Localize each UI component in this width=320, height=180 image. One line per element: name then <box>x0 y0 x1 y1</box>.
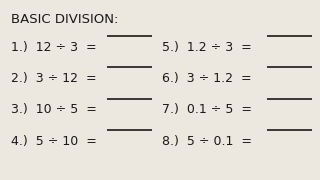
Text: 5.)  1.2 ÷ 3  =: 5.) 1.2 ÷ 3 = <box>162 40 251 53</box>
Text: 8.)  5 ÷ 0.1  =: 8.) 5 ÷ 0.1 = <box>162 135 252 148</box>
Text: 4.)  5 ÷ 10  =: 4.) 5 ÷ 10 = <box>11 135 101 148</box>
Text: 2.)  3 ÷ 12  =: 2.) 3 ÷ 12 = <box>11 72 101 85</box>
Text: BASIC DIVISION:: BASIC DIVISION: <box>11 13 119 26</box>
Text: 1.)  12 ÷ 3  =: 1.) 12 ÷ 3 = <box>11 40 101 53</box>
Text: 6.)  3 ÷ 1.2  =: 6.) 3 ÷ 1.2 = <box>162 72 251 85</box>
Text: 3.)  10 ÷ 5  =: 3.) 10 ÷ 5 = <box>11 103 101 116</box>
Text: 7.)  0.1 ÷ 5  =: 7.) 0.1 ÷ 5 = <box>162 103 252 116</box>
